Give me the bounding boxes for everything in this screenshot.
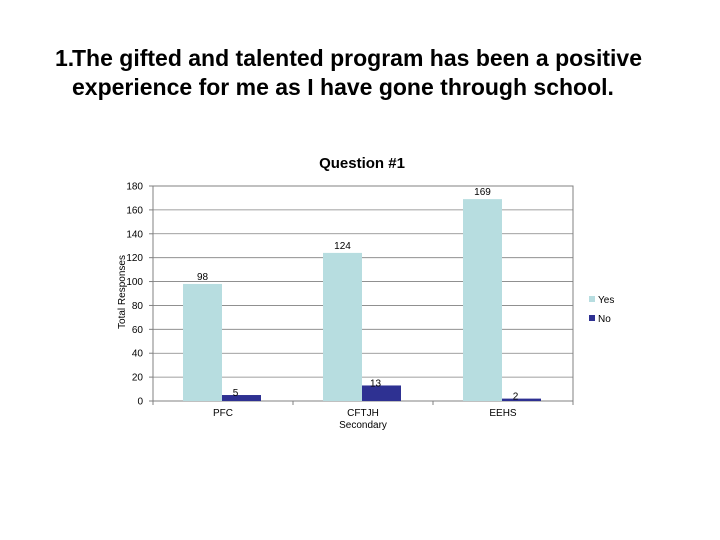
slide-title-text: The gifted and talented program has been… <box>72 45 642 100</box>
data-label: 5 <box>233 388 239 399</box>
y-tick-label: 120 <box>126 253 143 264</box>
y-axis-label: Total Responses <box>117 255 128 329</box>
data-label: 169 <box>474 187 491 198</box>
y-tick-label: 180 <box>126 182 143 193</box>
slide-title-number: 1. <box>55 45 75 71</box>
y-tick-label: 20 <box>132 373 144 384</box>
gridlines <box>149 185 574 405</box>
data-label: 124 <box>334 241 351 252</box>
x-tick-label: PFC <box>213 408 233 419</box>
data-label: 98 <box>197 272 209 283</box>
bar-yes <box>183 283 222 401</box>
y-tick-label: 80 <box>132 301 144 312</box>
y-tick-label: 160 <box>126 205 143 216</box>
data-label: 13 <box>370 378 382 389</box>
y-tick-label: 40 <box>132 349 144 360</box>
y-axis-ticks: 0 20 40 60 80 100 120 140 160 180 <box>126 182 143 408</box>
bar-yes <box>463 199 502 401</box>
y-tick-label: 60 <box>132 325 144 336</box>
bar-yes <box>323 252 362 401</box>
x-axis-ticks: PFC CFTJH Secondary EEHS <box>213 408 517 431</box>
legend: Yes No <box>589 295 614 325</box>
slide-title: 1. The gifted and talented program has b… <box>55 44 695 102</box>
x-tick-label: CFTJH Secondary <box>339 408 387 431</box>
legend-swatch-no <box>589 315 595 321</box>
bar-no <box>222 395 261 401</box>
legend-label-no: No <box>598 314 611 325</box>
x-tick-label: EEHS <box>489 408 517 419</box>
legend-swatch-yes <box>589 296 595 302</box>
y-tick-label: 100 <box>126 277 143 288</box>
bars: 98 5 124 13 169 2 <box>183 187 541 403</box>
y-tick-label: 0 <box>137 397 143 408</box>
bar-no <box>502 398 541 401</box>
data-label: 2 <box>513 392 519 403</box>
legend-label-yes: Yes <box>598 295 614 306</box>
chart-title: Question #1 <box>319 155 405 172</box>
bar-no <box>362 385 401 401</box>
y-tick-label: 140 <box>126 229 143 240</box>
